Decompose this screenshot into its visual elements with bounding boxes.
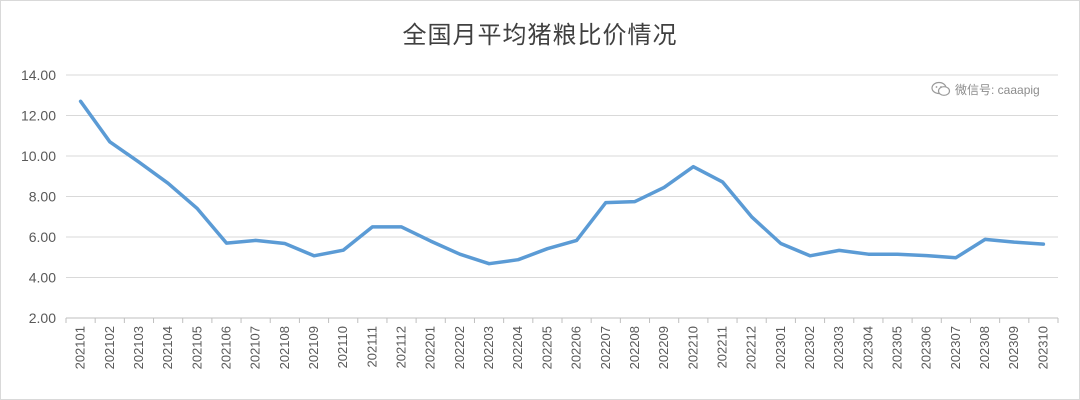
y-tick-label: 4.00 [29, 270, 56, 286]
wechat-icon [931, 81, 951, 96]
x-tick-label: 202205 [539, 326, 554, 369]
x-tick-label: 202309 [1006, 326, 1021, 369]
x-tick-label: 202103 [131, 326, 146, 369]
y-tick-label: 6.00 [29, 229, 56, 245]
x-tick-label: 202209 [656, 326, 671, 369]
x-tick-label: 202112 [394, 326, 409, 368]
watermark: 微信号: caaapig [931, 80, 1040, 98]
x-tick-label: 202108 [277, 326, 292, 369]
x-tick-label: 202212 [744, 326, 759, 369]
x-tick-label: 202305 [890, 326, 905, 369]
x-tick-label: 202111 [364, 326, 379, 367]
x-tick-label: 202207 [598, 326, 613, 369]
x-tick-label: 202202 [452, 326, 467, 369]
x-tick-label: 202104 [160, 326, 175, 369]
y-tick-label: 10.00 [21, 148, 56, 164]
x-tick-label: 202304 [860, 326, 875, 369]
x-tick-label: 202105 [189, 326, 204, 369]
x-tick-label: 202206 [569, 326, 584, 369]
x-tick-label: 202110 [335, 326, 350, 368]
y-tick-label: 8.00 [29, 189, 56, 205]
x-tick-label: 202306 [919, 326, 934, 369]
x-tick-label: 202208 [627, 326, 642, 369]
y-tick-label: 2.00 [29, 310, 56, 326]
x-tick-label: 202210 [685, 326, 700, 369]
x-tick-label: 202310 [1035, 326, 1050, 369]
x-tick-label: 202107 [248, 326, 263, 369]
x-tick-label: 202101 [73, 326, 88, 369]
x-tick-label: 202106 [218, 326, 233, 369]
x-tick-label: 202301 [773, 326, 788, 369]
x-tick-label: 202203 [481, 326, 496, 369]
x-tick-label: 202303 [831, 326, 846, 369]
watermark-text: 微信号: caaapig [955, 82, 1040, 97]
series-line [78, 99, 1046, 266]
x-tick-label: 202201 [423, 326, 438, 369]
x-tick-label: 202109 [306, 326, 321, 369]
x-tick-label: 202211 [714, 326, 729, 368]
y-tick-label: 14.00 [21, 67, 56, 83]
x-tick-label: 202302 [802, 326, 817, 369]
x-tick-label: 202307 [948, 326, 963, 369]
x-tick-label: 202308 [977, 326, 992, 369]
x-tick-label: 202204 [510, 326, 525, 369]
x-tick-label: 202102 [102, 326, 117, 369]
y-tick-label: 12.00 [21, 108, 56, 124]
chart-title: 全国月平均猪粮比价情况 [402, 21, 678, 49]
